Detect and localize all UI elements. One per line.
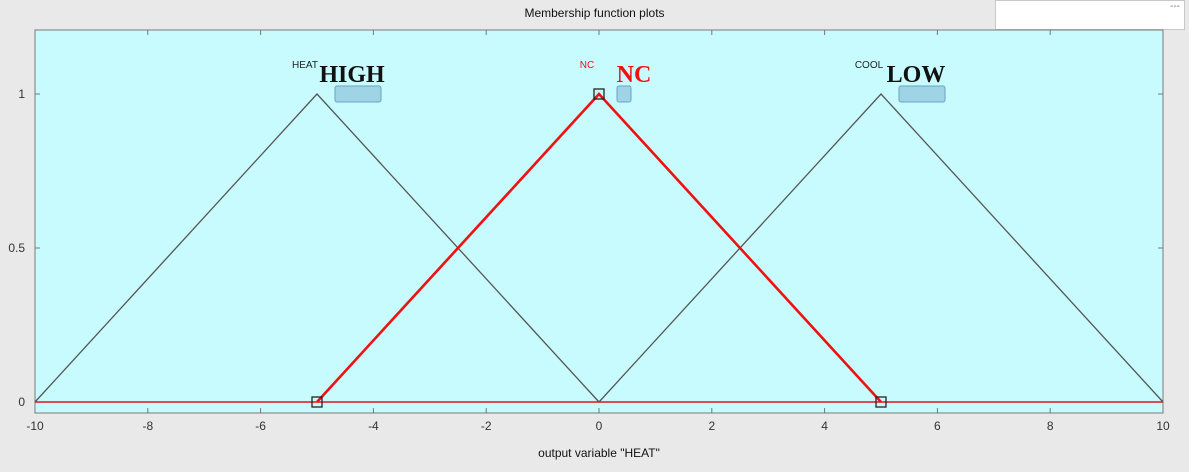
mf-name-cool: COOL bbox=[855, 60, 884, 71]
x-tick-label: 10 bbox=[1156, 419, 1170, 433]
mf-label-nc: NC bbox=[617, 62, 652, 88]
x-tick-label: -10 bbox=[26, 419, 44, 433]
mf-label-high: HIGH bbox=[319, 62, 385, 88]
mf-tag-heat bbox=[334, 85, 382, 103]
x-tick-label: 0 bbox=[596, 419, 603, 433]
mf-name-heat: HEAT bbox=[292, 60, 318, 71]
x-tick-label: 2 bbox=[708, 419, 715, 433]
x-tick-label: -2 bbox=[481, 419, 492, 433]
mf-vertex-handle bbox=[311, 396, 323, 408]
series-layer bbox=[34, 88, 1164, 408]
plot-title: Membership function plots bbox=[524, 6, 665, 20]
x-tick-label: 4 bbox=[821, 419, 828, 433]
mf-line-heat bbox=[34, 93, 600, 403]
y-tick-label: 0.5 bbox=[8, 241, 25, 255]
mf-label-low: LOW bbox=[887, 62, 946, 88]
labels-layer: HEAT HIGH NC NC COOL LOW bbox=[292, 60, 946, 103]
corner-field-text: --- bbox=[1170, 1, 1180, 12]
y-tick-label: 1 bbox=[18, 87, 25, 101]
mf-name-nc: NC bbox=[580, 60, 594, 71]
x-tick-label: -6 bbox=[255, 419, 266, 433]
x-tick-label: -8 bbox=[142, 419, 153, 433]
mf-line-nc bbox=[316, 92, 882, 403]
x-tick-label: -4 bbox=[368, 419, 379, 433]
mf-tag-cool bbox=[898, 85, 946, 103]
mf-tag-nc bbox=[616, 85, 632, 103]
plot-area[interactable] bbox=[34, 29, 1164, 414]
x-tick-label: 8 bbox=[1047, 419, 1054, 433]
ticks-layer: -10 -8 -6 -4 -2 0 2 4 6 8 10 0 0.5 1 bbox=[8, 30, 1170, 433]
mf-line-cool bbox=[598, 93, 1164, 403]
mf-vertex-handle bbox=[593, 88, 605, 100]
x-tick-label: 6 bbox=[934, 419, 941, 433]
x-axis-label: output variable "HEAT" bbox=[538, 446, 660, 460]
mf-vertex-handle bbox=[875, 396, 887, 408]
y-tick-label: 0 bbox=[18, 395, 25, 409]
